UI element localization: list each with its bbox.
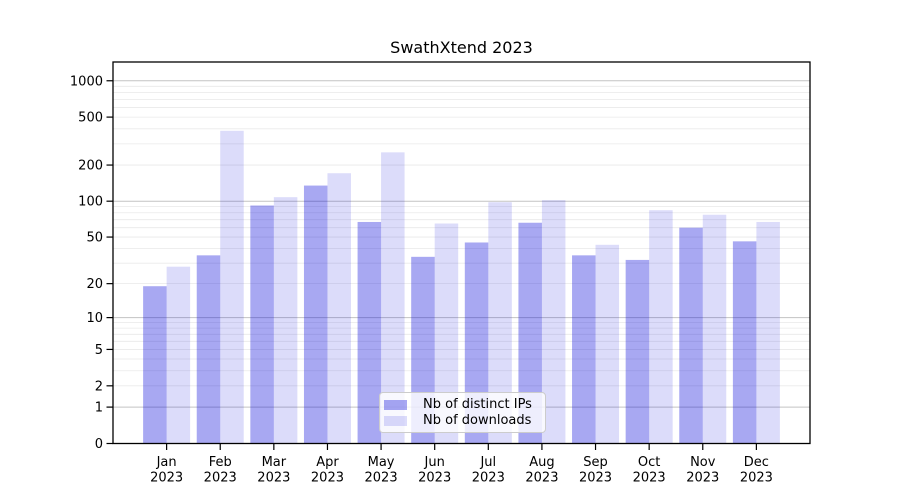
bar-downloads [434,223,459,444]
bar-downloads [488,202,512,444]
y-tick-label: 20 [86,277,103,292]
y-tick-label: 1000 [70,74,103,89]
x-tick-label: Dec 2023 [740,455,773,486]
bar-distinct-ips [679,227,703,444]
y-tick-label: 500 [78,111,103,126]
bar-downloads [649,210,673,444]
x-tick-label: Jun 2023 [418,455,451,486]
x-tick-label: Jan 2023 [150,455,183,486]
x-tick-label: May 2023 [365,455,398,486]
legend-label-distinct-ips: Nb of distinct IPs [423,397,532,412]
y-tick-label: 2 [95,379,103,394]
bar-downloads [756,221,780,444]
y-tick-label: 5 [95,343,103,358]
x-tick-label: Jul 2023 [472,455,505,486]
bar-downloads [220,130,244,444]
bar-distinct-ips [732,241,757,444]
y-tick-label: 0 [95,437,103,452]
legend-swatch-downloads [384,415,407,426]
x-tick-label: Nov 2023 [686,455,719,486]
legend-swatch-distinct-ips [384,399,407,410]
bar-downloads [273,197,298,444]
legend: Nb of distinct IPs Nb of downloads [379,392,546,433]
bar-downloads [541,200,566,444]
y-tick-label: 200 [78,159,103,174]
x-tick-label: Apr 2023 [311,455,344,486]
bar-downloads [381,152,405,444]
axis-frame [112,61,811,445]
y-tick-label: 10 [86,311,103,326]
bar-downloads [166,266,191,444]
bar-downloads [702,214,727,444]
x-tick-label: Feb 2023 [204,455,237,486]
bar-distinct-ips [250,205,274,444]
x-tick-label: Mar 2023 [257,455,290,486]
bar-distinct-ips [196,255,221,444]
x-tick-label: Sep 2023 [579,455,612,486]
y-tick-label: 1 [95,401,103,416]
bar-downloads [595,244,620,444]
chart-title: SwathXtend 2023 [390,38,533,57]
legend-row-distinct-ips: Nb of distinct IPs [384,397,541,412]
y-tick-label: 50 [86,231,103,246]
bar-downloads [327,173,351,444]
bar-distinct-ips [143,286,167,444]
bar-distinct-ips [357,221,382,444]
bar-distinct-ips [518,222,542,444]
legend-row-downloads: Nb of downloads [384,413,541,428]
bar-distinct-ips [303,185,328,444]
x-tick-label: Aug 2023 [525,455,558,486]
legend-label-downloads: Nb of downloads [423,413,532,428]
y-tick-label: 100 [78,195,103,210]
bar-distinct-ips [625,259,650,444]
bar-distinct-ips [572,255,596,444]
x-tick-label: Oct 2023 [633,455,666,486]
